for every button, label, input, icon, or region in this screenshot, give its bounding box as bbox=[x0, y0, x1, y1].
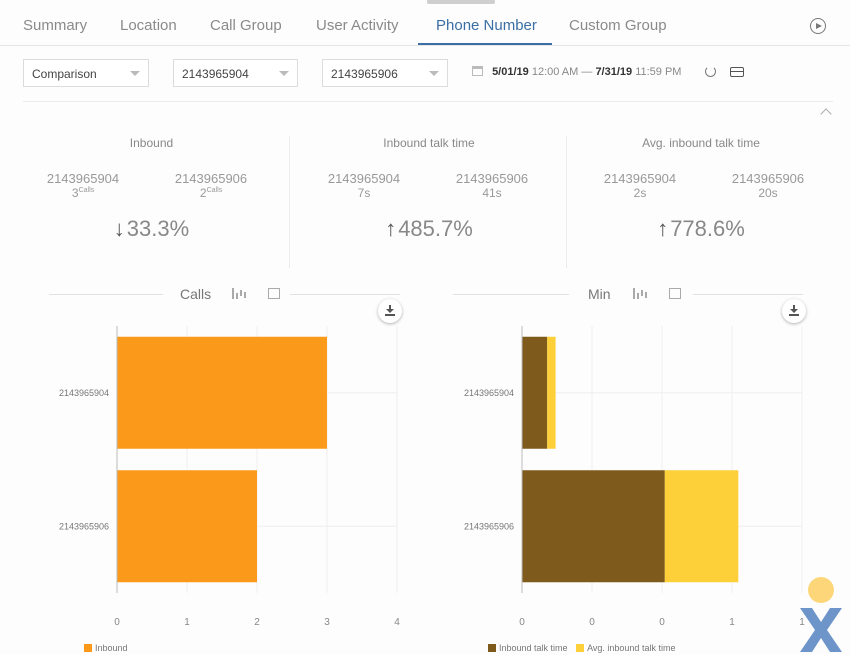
settings-toggle-icon[interactable] bbox=[730, 67, 744, 77]
y-category-label: 2143965904 bbox=[59, 388, 109, 398]
tab-bar: Summary Location Call Group User Activit… bbox=[0, 0, 850, 46]
legend-swatch-inbound bbox=[84, 644, 92, 652]
tab-user-activity[interactable]: User Activity bbox=[316, 17, 399, 34]
y-category-label: 2143965906 bbox=[464, 521, 514, 531]
y-category-label: 2143965904 bbox=[464, 388, 514, 398]
chevron-down-icon bbox=[279, 71, 289, 76]
kpi-change: ↓33.3% bbox=[113, 216, 190, 241]
brand-logo bbox=[800, 577, 842, 652]
kpi-number-b: 2143965906 bbox=[174, 171, 248, 186]
legend-swatch-avg bbox=[576, 644, 585, 652]
x-tick-label: 0 bbox=[659, 617, 665, 628]
phone-number-a-value: 2143965904 bbox=[182, 67, 249, 81]
chart-header-rule bbox=[693, 294, 803, 295]
kpi-value-a: 2s bbox=[633, 186, 647, 200]
calendar-icon bbox=[472, 66, 483, 76]
bar-chart-icon[interactable] bbox=[633, 288, 645, 299]
x-tick-label: 1 bbox=[729, 617, 735, 628]
x-tick-label: 4 bbox=[394, 617, 400, 628]
min-legend: Inbound talk time Avg. inbound talk time bbox=[488, 643, 675, 653]
chart-header-rule bbox=[290, 294, 400, 295]
download-icon[interactable] bbox=[378, 299, 402, 323]
kpi-inbound-talk-time: Inbound talk time 2143965904 7s 21439659… bbox=[292, 136, 566, 268]
top-drag-handle[interactable] bbox=[427, 0, 495, 4]
bar-secondary bbox=[547, 336, 556, 449]
chevron-down-icon bbox=[429, 71, 439, 76]
chart-header-rule bbox=[49, 294, 163, 295]
bar-primary bbox=[522, 336, 548, 449]
time-start: 12:00 AM bbox=[531, 66, 579, 78]
bar-primary bbox=[117, 470, 257, 583]
kpi-number-b: 2143965906 bbox=[731, 171, 805, 186]
kpi-separator bbox=[289, 136, 290, 268]
chevron-up-icon[interactable] bbox=[820, 108, 832, 120]
arrow-up-icon: ↑ bbox=[385, 216, 397, 241]
kpi-value-a: 3Calls bbox=[71, 186, 95, 200]
min-chart-title: Min bbox=[588, 286, 611, 302]
phone-number-a-select[interactable]: 2143965904 bbox=[173, 59, 298, 87]
kpi-value-b: 41s bbox=[482, 186, 502, 200]
date-separator: — bbox=[581, 66, 593, 78]
x-tick-label: 0 bbox=[589, 617, 595, 628]
phone-number-b-select[interactable]: 2143965906 bbox=[322, 59, 448, 87]
kpi-change: ↑778.6% bbox=[657, 216, 745, 241]
bar-secondary bbox=[664, 470, 739, 583]
tab-summary[interactable]: Summary bbox=[23, 17, 88, 34]
kpi-title: Avg. inbound talk time bbox=[642, 136, 760, 150]
tab-custom-group[interactable]: Custom Group bbox=[569, 17, 667, 34]
chart-header-rule bbox=[453, 294, 569, 295]
date-range-picker[interactable]: 5/01/19 12:00 AM — 7/31/19 11:59 PM bbox=[472, 66, 681, 78]
kpi-number-b: 2143965906 bbox=[455, 171, 529, 186]
bar-primary bbox=[117, 336, 327, 449]
kpi-separator bbox=[566, 136, 567, 268]
kpi-number-a: 2143965904 bbox=[46, 171, 120, 186]
kpi-avg-inbound-talk-time: Avg. inbound talk time 2143965904 2s 214… bbox=[569, 136, 833, 268]
kpi-title: Inbound bbox=[129, 136, 174, 150]
y-category-label: 2143965906 bbox=[59, 521, 109, 531]
x-tick-label: 1 bbox=[184, 617, 190, 628]
comparison-select-value: Comparison bbox=[32, 67, 97, 81]
x-tick-label: 3 bbox=[324, 617, 330, 628]
kpi-value-b: 20s bbox=[758, 186, 778, 200]
x-tick-label: 1 bbox=[799, 617, 805, 628]
kpi-value-a: 7s bbox=[357, 186, 371, 200]
legend-swatch-talk bbox=[488, 644, 496, 652]
download-icon[interactable] bbox=[782, 299, 806, 323]
expand-icon[interactable] bbox=[669, 288, 681, 299]
kpi-inbound: Inbound 2143965904 3Calls 2143965906 2Ca… bbox=[23, 136, 280, 268]
tab-phone-number[interactable]: Phone Number bbox=[436, 17, 537, 34]
time-end: 11:59 PM bbox=[635, 66, 682, 78]
date-start: 5/01/19 bbox=[492, 66, 529, 78]
filter-divider bbox=[23, 101, 833, 102]
date-end: 7/31/19 bbox=[595, 66, 633, 78]
kpi-value-b: 2Calls bbox=[199, 186, 223, 200]
legend-label-avg: Avg. inbound talk time bbox=[587, 643, 676, 653]
arrow-up-icon: ↑ bbox=[657, 216, 669, 241]
min-chart: 0 0 0 1 1 2143965904 2143965906 bbox=[464, 326, 805, 628]
legend-label-talk: Inbound talk time bbox=[499, 643, 568, 653]
calls-chart-title: Calls bbox=[180, 286, 212, 302]
x-tick-label: 0 bbox=[114, 617, 120, 628]
phone-number-b-value: 2143965906 bbox=[331, 67, 398, 81]
legend-label-inbound: Inbound bbox=[95, 643, 128, 653]
kpi-number-a: 2143965904 bbox=[603, 171, 677, 186]
active-tab-indicator bbox=[418, 43, 552, 45]
bar-primary bbox=[522, 470, 665, 583]
calls-legend: Inbound bbox=[84, 643, 128, 653]
tab-location[interactable]: Location bbox=[120, 17, 177, 34]
kpi-title: Inbound talk time bbox=[383, 136, 475, 150]
kpi-change: ↑485.7% bbox=[385, 216, 473, 241]
comparison-select[interactable]: Comparison bbox=[23, 59, 149, 87]
chevron-down-icon bbox=[130, 71, 140, 76]
play-icon[interactable] bbox=[810, 18, 826, 34]
x-tick-label: 2 bbox=[254, 617, 260, 628]
expand-icon[interactable] bbox=[268, 288, 280, 299]
refresh-icon[interactable] bbox=[705, 66, 716, 77]
arrow-down-icon: ↓ bbox=[113, 216, 125, 241]
calls-chart: 0 1 2 3 4 2143965904 2143965906 bbox=[59, 326, 400, 628]
x-tick-label: 0 bbox=[519, 617, 525, 628]
bar-chart-icon[interactable] bbox=[232, 288, 244, 299]
kpi-number-a: 2143965904 bbox=[327, 171, 401, 186]
tab-call-group[interactable]: Call Group bbox=[210, 17, 282, 34]
